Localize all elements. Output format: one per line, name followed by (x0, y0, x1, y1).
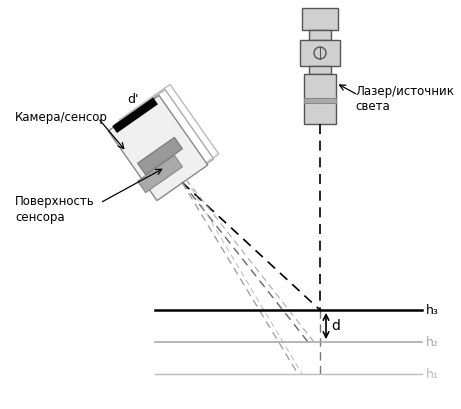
Text: h₃: h₃ (426, 303, 439, 317)
Text: h₂: h₂ (426, 335, 439, 348)
Bar (302, 8, 338, 30)
Text: d': d' (127, 93, 139, 106)
Bar (137, 155, 183, 193)
Bar (309, 66, 331, 74)
Bar (304, 74, 336, 124)
Text: Поверхность
сенсора: Поверхность сенсора (15, 195, 95, 224)
Bar (108, 95, 208, 200)
Bar (309, 30, 331, 40)
Bar (137, 137, 183, 175)
Text: Камера/сенсор: Камера/сенсор (15, 112, 108, 124)
Bar (300, 40, 340, 66)
Bar (119, 84, 219, 190)
Text: h₁: h₁ (426, 368, 439, 380)
Text: Лазер/источник
света: Лазер/источник света (355, 85, 454, 113)
Text: d: d (331, 319, 340, 333)
Bar (114, 90, 214, 195)
Bar (304, 98, 336, 103)
